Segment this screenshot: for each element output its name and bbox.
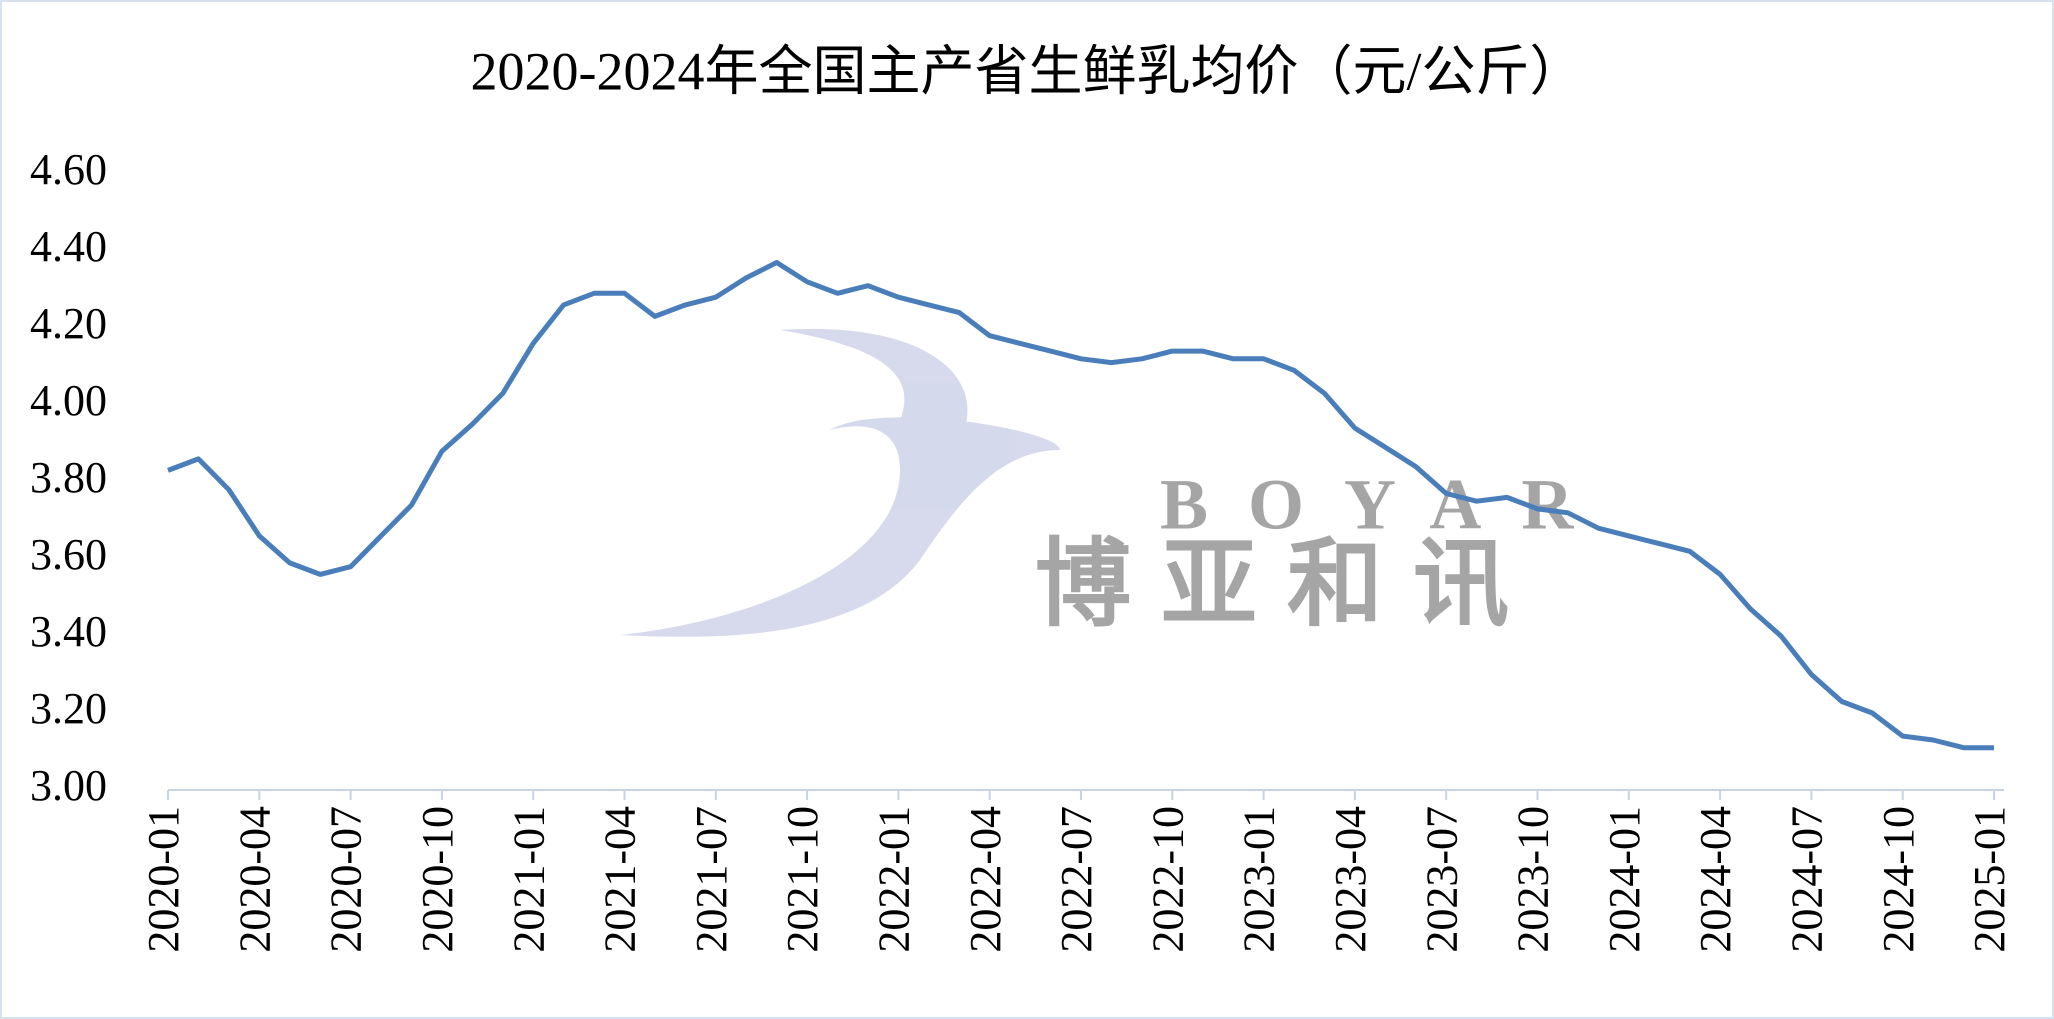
x-tick-label: 2021-01 — [504, 806, 553, 953]
y-tick-label: 3.00 — [30, 761, 107, 810]
y-tick-label: 3.20 — [30, 684, 107, 733]
x-tick-label: 2023-07 — [1417, 806, 1466, 953]
x-tick-label: 2020-10 — [413, 806, 462, 953]
x-tick-label: 2020-07 — [322, 806, 371, 953]
x-tick-label: 2021-04 — [596, 806, 645, 953]
x-tick-label: 2023-10 — [1509, 806, 1558, 953]
y-tick-label: 4.20 — [30, 299, 107, 348]
chart-title: 2020-2024年全国主产省生鲜乳均价（元/公斤） — [471, 41, 1584, 101]
x-tick-label: 2022-10 — [1143, 806, 1192, 953]
y-tick-label: 4.60 — [30, 145, 107, 194]
x-tick-label: 2024-07 — [1782, 806, 1831, 953]
y-tick-label: 3.40 — [30, 607, 107, 656]
watermark-logo — [620, 417, 1060, 637]
x-tick-label: 2021-10 — [778, 806, 827, 953]
x-tick-label: 2020-01 — [139, 806, 188, 953]
x-tick-label: 2023-01 — [1235, 806, 1284, 953]
y-tick-label: 3.80 — [30, 453, 107, 502]
watermark-name: 博亚和讯 — [1035, 531, 1539, 638]
watermark: BOYAR 博亚和讯 — [620, 328, 1613, 638]
x-tick-label: 2022-07 — [1052, 806, 1101, 953]
x-tick-label: 2021-07 — [687, 806, 736, 953]
y-tick-label: 4.40 — [30, 222, 107, 271]
x-tick-label: 2024-04 — [1691, 806, 1740, 953]
watermark-brand: BOYAR — [1160, 465, 1613, 545]
watermark-logo — [780, 328, 968, 440]
y-tick-label: 4.00 — [30, 376, 107, 425]
x-tick-label: 2025-01 — [1965, 806, 2014, 953]
x-tick-label: 2023-04 — [1326, 806, 1375, 953]
x-tick-label: 2024-10 — [1874, 806, 1923, 953]
line-series — [167, 260, 1994, 751]
y-tick-label: 3.60 — [30, 530, 107, 579]
x-tick-label: 2024-01 — [1600, 806, 1649, 953]
x-tick-label: 2022-04 — [961, 806, 1010, 953]
x-tick-label: 2022-01 — [869, 806, 918, 953]
x-tick-label: 2020-04 — [230, 806, 279, 953]
